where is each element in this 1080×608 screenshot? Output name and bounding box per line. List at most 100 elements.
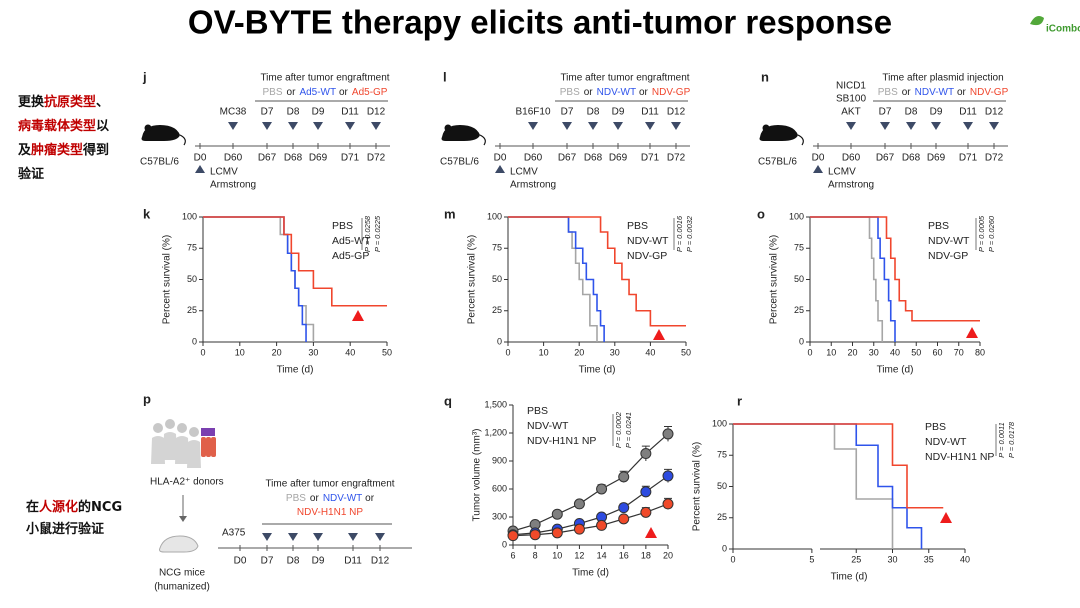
- x-tick-label: 14: [597, 550, 607, 560]
- infection-label: Armstrong: [510, 180, 556, 191]
- y-tick-label: 75: [492, 243, 502, 253]
- y-tick-label: 25: [187, 305, 197, 315]
- day-label: D72: [985, 153, 1004, 164]
- panel-letter: j: [142, 69, 147, 84]
- y-tick-label: 50: [187, 274, 197, 284]
- note: 在人源化的NCG小鼠进行验证: [26, 497, 125, 541]
- day-label: D9: [312, 556, 325, 567]
- marker: [640, 506, 652, 518]
- p-value: P = 0.0005: [977, 215, 986, 252]
- note-text: 在: [26, 500, 40, 515]
- group-name: NDV-WT: [597, 87, 636, 98]
- day-label: D9: [312, 107, 325, 118]
- y-tick-label: 0: [799, 336, 804, 346]
- legend-entry: NDV-WT: [928, 235, 970, 247]
- marker: [596, 519, 608, 531]
- x-tick-label: 16: [619, 550, 629, 560]
- group-name: NDV-WT: [915, 87, 954, 98]
- vial: [201, 437, 206, 457]
- group-line: NDV-H1N1 NP: [297, 507, 363, 518]
- legend-entry: Ad5-GP: [332, 250, 369, 262]
- x-tick-label: 0: [505, 347, 510, 357]
- legend-entry: NDV-H1N1 NP: [925, 451, 994, 463]
- survival-curve: [810, 216, 884, 342]
- arrow: [528, 122, 538, 130]
- donor-body: [187, 440, 201, 468]
- y-tick-label: 75: [187, 243, 197, 253]
- arrow: [846, 122, 856, 130]
- marker: [618, 513, 630, 525]
- x-tick-label: 30: [887, 554, 897, 564]
- day-label: D11: [341, 107, 359, 118]
- note-text: 以及: [18, 119, 110, 158]
- timeline-header: Time after tumor engraftment: [560, 73, 689, 84]
- legend-entry: NDV-GP: [928, 250, 968, 262]
- marker: [618, 471, 630, 483]
- day-label: D7: [261, 107, 274, 118]
- mice-label: NCG mice: [159, 568, 206, 579]
- joiner: or: [339, 87, 349, 98]
- arrow: [906, 122, 916, 130]
- day-label: D71: [959, 153, 978, 164]
- mouse-tail: [179, 134, 186, 146]
- y-tick-label: 900: [492, 455, 507, 465]
- marker: [573, 498, 585, 510]
- day-label: D7: [261, 556, 274, 567]
- joiner: or: [287, 87, 297, 98]
- group-line: PBS or NDV-WT or NDV-GP: [878, 87, 1009, 98]
- panel-letter: l: [443, 69, 447, 84]
- marker: [640, 448, 652, 460]
- survival-curve: [733, 423, 944, 509]
- mice-label: (humanized): [154, 582, 210, 593]
- p-value: P = 0.0258: [363, 215, 372, 252]
- x-tick-label: 6: [510, 550, 515, 560]
- y-tick-label: 25: [492, 305, 502, 315]
- strain: C57BL/6: [758, 157, 797, 168]
- logo: iCombo: [1046, 24, 1080, 35]
- survival-curve: [508, 216, 605, 342]
- panel-letter: o: [757, 206, 765, 221]
- mouse-ear: [762, 124, 770, 132]
- survival-curve: [203, 216, 315, 342]
- x-axis-label: Time (d): [579, 365, 616, 376]
- day-label: D71: [641, 153, 660, 164]
- y-tick-label: 25: [717, 512, 727, 522]
- tumor-label: MC38: [220, 107, 247, 118]
- annotation-triangle: [352, 310, 364, 321]
- x-tick-label: 30: [610, 347, 620, 357]
- arrow: [262, 122, 272, 130]
- survival-curve: [508, 216, 686, 327]
- group-name: NDV-GP: [652, 87, 691, 98]
- day-label: D9: [930, 107, 943, 118]
- survival-curve: [733, 423, 923, 549]
- x-tick-label: 0: [200, 347, 205, 357]
- day-label: D72: [367, 153, 386, 164]
- slide-title: OV-BYTE therapy elicits anti-tumor respo…: [188, 4, 892, 41]
- x-tick-label: 50: [681, 347, 691, 357]
- day-label: D11: [641, 107, 659, 118]
- mouse-tail: [479, 134, 486, 146]
- x-tick-label: 5: [809, 554, 814, 564]
- day-label: D68: [284, 153, 303, 164]
- day-label: D69: [609, 153, 628, 164]
- x-tick-label: 10: [539, 347, 549, 357]
- y-tick-label: 0: [502, 539, 507, 549]
- y-tick-label: 100: [712, 418, 727, 428]
- arrow: [313, 122, 323, 130]
- group-line: PBS or Ad5-WT or Ad5-GP: [263, 87, 388, 98]
- x-tick-label: 0: [807, 347, 812, 357]
- p-value: P = 0.0032: [685, 215, 694, 252]
- arrow: [348, 533, 358, 541]
- vial: [211, 437, 216, 457]
- strain: C57BL/6: [440, 157, 479, 168]
- group-name: PBS: [878, 87, 898, 98]
- day-label: D68: [902, 153, 921, 164]
- x-tick-label: 20: [663, 550, 673, 560]
- legend-entry: NDV-GP: [627, 250, 667, 262]
- p-value: P = 0.0225: [373, 215, 382, 252]
- group-name: PBS: [560, 87, 580, 98]
- survival-curve: [733, 423, 894, 549]
- tumor-label: A375: [222, 528, 246, 539]
- x-tick-label: 50: [911, 347, 921, 357]
- survival-curve: [810, 216, 980, 322]
